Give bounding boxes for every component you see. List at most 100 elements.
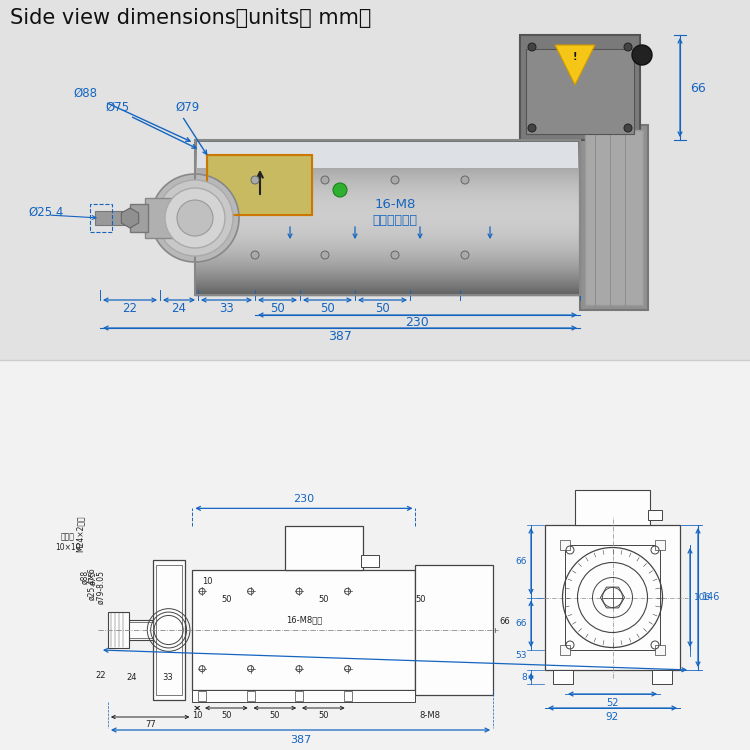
Text: Ø79: Ø79 xyxy=(175,101,200,114)
Bar xyxy=(198,691,206,701)
Text: 8: 8 xyxy=(521,673,527,682)
Text: 10: 10 xyxy=(192,711,202,720)
Text: 33: 33 xyxy=(219,302,234,314)
Circle shape xyxy=(321,176,329,184)
Text: 8-M8: 8-M8 xyxy=(419,711,440,720)
Text: 77: 77 xyxy=(145,720,155,729)
Bar xyxy=(193,570,416,690)
Bar xyxy=(648,510,662,520)
Bar xyxy=(553,670,573,684)
Circle shape xyxy=(165,188,225,248)
Text: 50: 50 xyxy=(415,596,425,604)
Text: 106: 106 xyxy=(694,593,711,602)
Text: Ø88: Ø88 xyxy=(73,87,97,100)
Bar xyxy=(285,526,363,570)
Text: ø75: ø75 xyxy=(88,570,98,584)
Text: ø88: ø88 xyxy=(80,570,89,584)
Polygon shape xyxy=(122,208,139,228)
Bar xyxy=(247,691,254,701)
Bar xyxy=(152,560,184,700)
Text: 230: 230 xyxy=(293,494,314,504)
Text: 50: 50 xyxy=(221,596,232,604)
Bar xyxy=(565,545,660,650)
Text: 22: 22 xyxy=(95,670,106,680)
Text: ø25.4×6: ø25.4×6 xyxy=(88,567,97,600)
Bar xyxy=(344,691,352,701)
Polygon shape xyxy=(555,45,595,85)
Circle shape xyxy=(528,43,536,51)
Text: M24×2左方: M24×2左方 xyxy=(76,515,85,552)
Bar xyxy=(545,525,680,670)
Bar xyxy=(90,204,112,232)
Circle shape xyxy=(624,124,632,132)
Bar xyxy=(520,35,640,140)
Bar xyxy=(655,645,665,655)
Text: 50: 50 xyxy=(269,711,280,720)
Text: Side view dimensions（units： mm）: Side view dimensions（units： mm） xyxy=(10,8,371,28)
Circle shape xyxy=(461,251,469,259)
Text: 50: 50 xyxy=(375,302,390,314)
Text: 230: 230 xyxy=(406,316,429,329)
Text: 66: 66 xyxy=(690,82,706,94)
Bar xyxy=(416,565,493,695)
Circle shape xyxy=(157,180,233,256)
Circle shape xyxy=(461,176,469,184)
Text: 50: 50 xyxy=(318,711,328,720)
Text: 两侧对称安装: 两侧对称安装 xyxy=(373,214,418,226)
Bar xyxy=(295,691,303,701)
Text: 16-M8两层: 16-M8两层 xyxy=(286,616,322,625)
Bar xyxy=(585,130,643,305)
Circle shape xyxy=(321,251,329,259)
Bar xyxy=(95,211,133,225)
Bar xyxy=(195,140,580,295)
Bar xyxy=(652,670,672,684)
Bar xyxy=(145,198,197,238)
Text: !: ! xyxy=(573,52,578,62)
Text: 387: 387 xyxy=(290,735,311,745)
Text: 52: 52 xyxy=(606,698,619,708)
Bar xyxy=(197,142,578,168)
Bar xyxy=(155,566,182,694)
Circle shape xyxy=(177,200,213,236)
Text: 66: 66 xyxy=(515,620,527,628)
Circle shape xyxy=(333,183,347,197)
Text: 16-M8: 16-M8 xyxy=(374,199,416,211)
Bar xyxy=(560,540,570,550)
Text: 92: 92 xyxy=(606,712,619,722)
Circle shape xyxy=(251,251,259,259)
Bar xyxy=(0,360,750,750)
Bar xyxy=(207,155,312,215)
Text: Ø25.4: Ø25.4 xyxy=(28,206,63,218)
Bar xyxy=(560,645,570,655)
Text: 50: 50 xyxy=(221,711,232,720)
Text: 53: 53 xyxy=(515,650,527,659)
Text: Ø75: Ø75 xyxy=(106,101,130,114)
Circle shape xyxy=(528,124,536,132)
Text: 50: 50 xyxy=(320,302,334,314)
Text: 33: 33 xyxy=(163,674,173,682)
Text: 24: 24 xyxy=(172,302,187,314)
Bar xyxy=(207,155,312,215)
Text: 66: 66 xyxy=(499,617,510,626)
Text: 24: 24 xyxy=(126,674,136,682)
Text: 50: 50 xyxy=(270,302,285,314)
Bar xyxy=(580,125,648,310)
Bar xyxy=(108,612,129,648)
Bar xyxy=(526,49,634,134)
Bar xyxy=(0,0,750,375)
Bar xyxy=(575,490,650,525)
Text: ø79-8.05: ø79-8.05 xyxy=(97,570,106,604)
Bar xyxy=(193,690,416,702)
Circle shape xyxy=(151,174,239,262)
Circle shape xyxy=(251,176,259,184)
Circle shape xyxy=(624,43,632,51)
Text: 146: 146 xyxy=(702,592,720,602)
Bar xyxy=(129,622,152,638)
Circle shape xyxy=(391,176,399,184)
Bar xyxy=(130,204,148,232)
Bar xyxy=(129,620,152,640)
Text: 387: 387 xyxy=(328,329,352,343)
Text: 66: 66 xyxy=(515,556,527,566)
Text: 10: 10 xyxy=(202,578,212,586)
Text: 内六方
10×10: 内六方 10×10 xyxy=(56,532,81,552)
